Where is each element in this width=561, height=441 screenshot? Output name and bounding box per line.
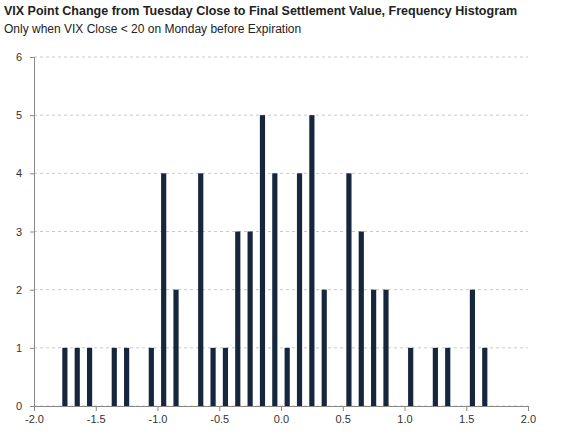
grid (34, 57, 528, 406)
bar (99, 406, 104, 407)
bar (482, 348, 487, 406)
x-tick: -0.5 (210, 406, 229, 425)
subtitle: Only when VIX Close < 20 on Monday befor… (4, 22, 301, 36)
bars (62, 115, 487, 406)
x-tick-mark (219, 406, 220, 411)
grid-line (34, 173, 528, 174)
bar (235, 232, 240, 407)
x-tick-label: -2.0 (25, 413, 44, 425)
bar (149, 348, 154, 406)
bar (297, 173, 302, 406)
bar (136, 406, 141, 407)
bar (161, 173, 166, 406)
bar (408, 348, 413, 406)
bar (112, 348, 117, 406)
bar (198, 173, 203, 406)
grid-line (34, 115, 528, 116)
x-tick-label: 2.0 (521, 413, 536, 425)
x-axis-line (35, 407, 529, 412)
x-tick-label: 1.0 (397, 413, 412, 425)
y-tick-mark (30, 173, 34, 174)
grid-line (34, 347, 528, 348)
x-tick-mark (466, 406, 467, 411)
bar (223, 348, 228, 406)
x-tick: -2.0 (25, 406, 44, 425)
bar (359, 232, 364, 407)
bar (445, 348, 450, 406)
y-tick: 1 (16, 342, 34, 354)
bar (420, 406, 425, 407)
y-tick-mark (30, 232, 34, 233)
y-axis: 0 1 2 3 4 5 6 (16, 51, 35, 412)
chart: VIX Point Change from Tuesday Close to F… (0, 0, 561, 441)
y-tick-label: 4 (16, 167, 22, 179)
bar (260, 115, 265, 406)
x-tick: -1.5 (87, 406, 106, 425)
title: VIX Point Change from Tuesday Close to F… (4, 4, 517, 18)
y-tick-mark (30, 115, 34, 116)
bar (248, 232, 253, 407)
x-tick-mark (405, 406, 406, 411)
x-tick-label: -1.0 (149, 413, 168, 425)
x-tick-label: -0.5 (210, 413, 229, 425)
y-tick-label: 2 (16, 284, 22, 296)
bar (396, 406, 401, 407)
x-tick: 2.0 (521, 406, 536, 425)
x-tick-label: 0.5 (336, 413, 351, 425)
y-tick-mark (30, 57, 34, 58)
y-tick: 2 (16, 284, 34, 296)
y-tick-mark (30, 348, 34, 349)
y-tick-label: 6 (16, 51, 22, 63)
bar (75, 348, 80, 406)
y-tick: 5 (16, 109, 34, 121)
y-tick-label: 3 (16, 226, 22, 238)
x-tick-mark (528, 406, 529, 411)
x-tick: 1.5 (459, 406, 474, 425)
bar (334, 406, 339, 407)
x-tick: 0.5 (336, 406, 351, 425)
bar (87, 348, 92, 406)
x-tick: 0.0 (274, 406, 289, 425)
x-tick-label: 1.5 (459, 413, 474, 425)
y-tick-label: 1 (16, 342, 22, 354)
bar (210, 348, 215, 406)
x-tick-mark (158, 406, 159, 411)
bar (309, 115, 314, 406)
x-tick-mark (281, 406, 282, 411)
y-tick: 6 (16, 51, 34, 63)
grid-line (34, 57, 528, 58)
bar (433, 348, 438, 406)
bar (470, 290, 475, 406)
y-tick-mark (30, 406, 34, 407)
y-tick-label: 5 (16, 109, 22, 121)
bar (124, 348, 129, 406)
bar (383, 290, 388, 406)
x-tick: 1.0 (397, 406, 412, 425)
y-tick-label: 0 (16, 400, 22, 412)
bar (322, 290, 327, 406)
x-axis: -2.0 -1.5 -1.0 -0.5 0.0 0.5 1.0 1.5 2.0 (25, 406, 536, 425)
grid-line (34, 231, 528, 232)
y-tick: 0 (16, 400, 34, 412)
bar (457, 406, 462, 407)
x-tick: -1.0 (149, 406, 168, 425)
x-tick-mark (96, 406, 97, 411)
x-tick-mark (343, 406, 344, 411)
y-tick-mark (30, 290, 34, 291)
bar (173, 290, 178, 406)
bar (186, 406, 191, 407)
y-tick: 3 (16, 226, 34, 238)
x-tick-label: 0.0 (274, 413, 289, 425)
bar (371, 290, 376, 406)
grid-line (34, 289, 528, 290)
bar (285, 348, 290, 406)
x-tick-label: -1.5 (87, 413, 106, 425)
bar (346, 173, 351, 406)
y-tick: 4 (16, 167, 34, 179)
bar (62, 348, 67, 406)
bar (272, 173, 277, 406)
y-axis-line (30, 58, 35, 407)
